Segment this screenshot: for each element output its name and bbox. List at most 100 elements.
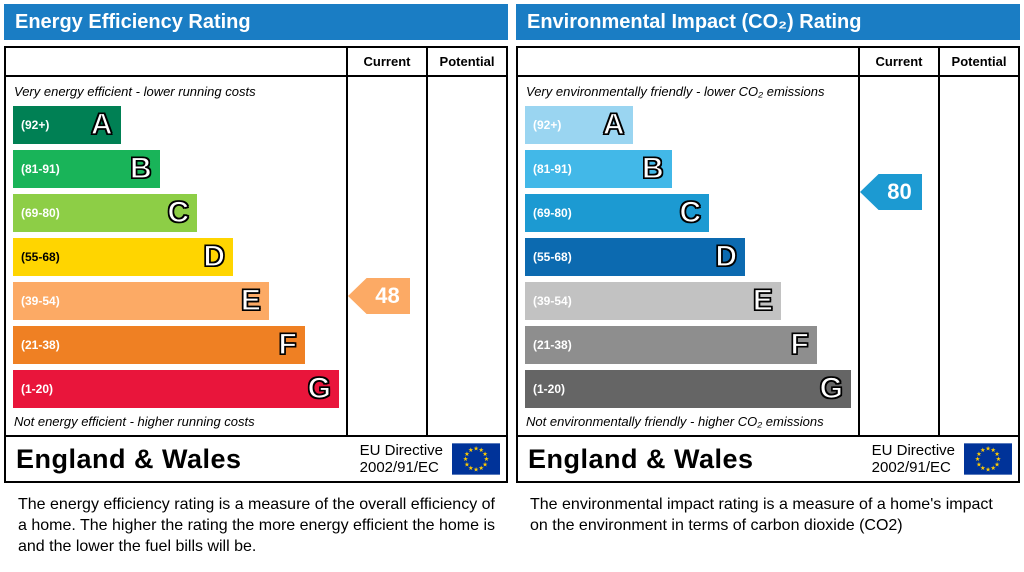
- band-range-label: (1-20): [533, 382, 566, 396]
- band-e-bar: (39-54) E: [13, 282, 269, 320]
- band-range-label: (55-68): [533, 250, 572, 264]
- environmental-impact-title-bar: Environmental Impact (CO₂) Rating: [516, 4, 1020, 40]
- svg-text:★: ★: [990, 447, 996, 454]
- current-rating-value: 80: [887, 179, 912, 204]
- svg-text:★: ★: [473, 446, 479, 453]
- svg-text:★: ★: [463, 456, 469, 463]
- band-letter: F: [278, 328, 298, 361]
- band-b-bar: (81-91) B: [525, 150, 672, 188]
- current-column-header: Current: [346, 48, 426, 75]
- band-range-label: (92+): [533, 118, 562, 132]
- band-range-label: (39-54): [21, 294, 60, 308]
- svg-text:★: ★: [976, 461, 982, 468]
- chart-header-cell: [518, 48, 858, 75]
- band-letter: G: [819, 372, 844, 405]
- band-range-label: (39-54): [533, 294, 572, 308]
- column-header-row: Current Potential: [6, 48, 506, 77]
- band-b-bar: (81-91) B: [13, 150, 160, 188]
- band-letter: D: [203, 240, 226, 273]
- band-range-label: (55-68): [21, 250, 60, 264]
- svg-text:★: ★: [985, 446, 991, 453]
- band-c-bar: (69-80) C: [13, 194, 198, 232]
- svg-text:★: ★: [468, 447, 474, 454]
- energy-efficiency-title-bar: Energy Efficiency Rating: [4, 4, 508, 40]
- band-e-bar: (39-54) E: [525, 282, 781, 320]
- band-letter: G: [307, 372, 332, 405]
- band-letter: E: [752, 284, 773, 317]
- region-label: England & Wales: [16, 443, 242, 474]
- band-g-bar: (1-20) G: [525, 370, 851, 408]
- band-letter: D: [715, 240, 738, 273]
- panel-title: Energy Efficiency Rating: [15, 10, 251, 33]
- band-letter: F: [790, 328, 810, 361]
- svg-text:★: ★: [478, 447, 484, 454]
- energy-efficiency-description: The energy efficiency rating is a measur…: [18, 496, 496, 555]
- band-range-label: (92+): [21, 118, 50, 132]
- band-letter: C: [167, 196, 190, 229]
- band-range-label: (21-38): [533, 338, 572, 352]
- svg-text:★: ★: [464, 451, 470, 458]
- current-rating-arrow: 48: [348, 278, 410, 314]
- eu-directive-label: EU Directive 2002/91/EC: [871, 441, 955, 476]
- current-rating-arrow: 80: [860, 174, 922, 210]
- svg-text:★: ★: [482, 461, 488, 468]
- region-label: England & Wales: [528, 443, 754, 474]
- energy-efficiency-panel: Energy Efficiency Rating Current Potenti…: [4, 4, 508, 557]
- svg-text:★: ★: [482, 451, 488, 458]
- top-caption: Very energy efficient - lower running co…: [14, 84, 256, 99]
- svg-text:★: ★: [996, 456, 1002, 463]
- svg-text:★: ★: [468, 465, 474, 472]
- svg-text:★: ★: [473, 467, 479, 474]
- svg-text:★: ★: [975, 456, 981, 463]
- band-chart: Very environmentally friendly - lower CO…: [518, 77, 858, 435]
- energy-efficiency-table: Current Potential Very energy efficient …: [4, 46, 508, 483]
- band-letter: C: [679, 196, 702, 229]
- svg-text:★: ★: [994, 461, 1000, 468]
- potential-column: [426, 77, 506, 435]
- environmental-impact-panel: Environmental Impact (CO₂) Rating Curren…: [516, 4, 1020, 557]
- environmental-impact-table: Current Potential Very environmentally f…: [516, 46, 1020, 483]
- eu-directive-label: EU Directive 2002/91/EC: [359, 441, 443, 476]
- band-range-label: (69-80): [21, 206, 60, 220]
- svg-text:★: ★: [484, 456, 490, 463]
- band-d-bar: (55-68) D: [13, 238, 234, 276]
- band-letter: A: [602, 108, 625, 141]
- svg-text:★: ★: [980, 447, 986, 454]
- band-range-label: (21-38): [21, 338, 60, 352]
- bottom-caption: Not environmentally friendly - higher CO…: [526, 414, 824, 429]
- svg-text:★: ★: [976, 451, 982, 458]
- band-range-label: (81-91): [21, 162, 60, 176]
- band-letter: B: [129, 152, 152, 185]
- band-a-bar: (92+) A: [13, 106, 121, 144]
- band-chart: Very energy efficient - lower running co…: [6, 77, 346, 435]
- eu-flag-icon: ★★★ ★★★ ★★★ ★ ★★: [452, 443, 500, 475]
- svg-text:★: ★: [980, 465, 986, 472]
- svg-text:★: ★: [985, 467, 991, 474]
- current-column-header: Current: [858, 48, 938, 75]
- band-range-label: (1-20): [21, 382, 54, 396]
- environmental-impact-description: The environmental impact rating is a mea…: [530, 496, 993, 534]
- column-header-row: Current Potential: [518, 48, 1018, 77]
- table-footer: England & Wales EU Directive 2002/91/EC …: [6, 435, 506, 481]
- chart-body: Very energy efficient - lower running co…: [6, 77, 506, 435]
- svg-text:★: ★: [478, 465, 484, 472]
- svg-text:★: ★: [990, 465, 996, 472]
- current-column: 48: [346, 77, 426, 435]
- band-letter: B: [641, 152, 664, 185]
- band-c-bar: (69-80) C: [525, 194, 710, 232]
- potential-column: [938, 77, 1018, 435]
- band-range-label: (69-80): [533, 206, 572, 220]
- band-letter: A: [90, 108, 113, 141]
- eu-flag-icon: ★★★ ★★★ ★★★ ★ ★★: [964, 443, 1012, 475]
- chart-body: Very environmentally friendly - lower CO…: [518, 77, 1018, 435]
- current-column: 80: [858, 77, 938, 435]
- panel-title: Environmental Impact (CO₂) Rating: [527, 10, 862, 33]
- bottom-caption: Not energy efficient - higher running co…: [14, 414, 255, 429]
- svg-text:★: ★: [994, 451, 1000, 458]
- chart-header-cell: [6, 48, 346, 75]
- band-f-bar: (21-38) F: [525, 326, 817, 364]
- table-footer: England & Wales EU Directive 2002/91/EC …: [518, 435, 1018, 481]
- band-range-label: (81-91): [533, 162, 572, 176]
- band-f-bar: (21-38) F: [13, 326, 305, 364]
